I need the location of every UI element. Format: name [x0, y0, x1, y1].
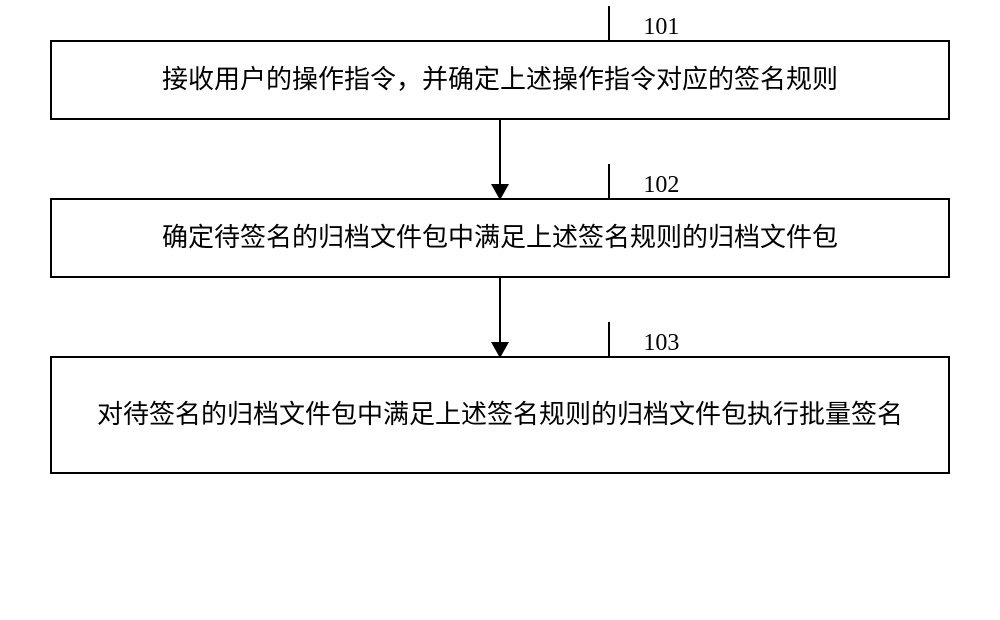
flow-step-102: 102 确定待签名的归档文件包中满足上述签名规则的归档文件包 [50, 198, 950, 278]
step-text-102: 确定待签名的归档文件包中满足上述签名规则的归档文件包 [162, 215, 838, 262]
arrow-102-to-103 [499, 278, 501, 356]
callout-tick-101 [608, 6, 646, 42]
arrow-101-to-102 [499, 120, 501, 198]
callout-label-103: 103 [643, 322, 679, 365]
callout-tick-102 [608, 164, 646, 200]
step-text-103: 对待签名的归档文件包中满足上述签名规则的归档文件包执行批量签名 [97, 392, 903, 439]
flowchart-container: 101 接收用户的操作指令，并确定上述操作指令对应的签名规则 102 确定待签名… [50, 40, 950, 474]
flow-step-103: 103 对待签名的归档文件包中满足上述签名规则的归档文件包执行批量签名 [50, 356, 950, 474]
step-text-101: 接收用户的操作指令，并确定上述操作指令对应的签名规则 [162, 57, 838, 104]
callout-label-102: 102 [643, 164, 679, 207]
callout-label-101: 101 [643, 6, 679, 49]
flow-step-101: 101 接收用户的操作指令，并确定上述操作指令对应的签名规则 [50, 40, 950, 120]
callout-tick-103 [608, 322, 646, 358]
